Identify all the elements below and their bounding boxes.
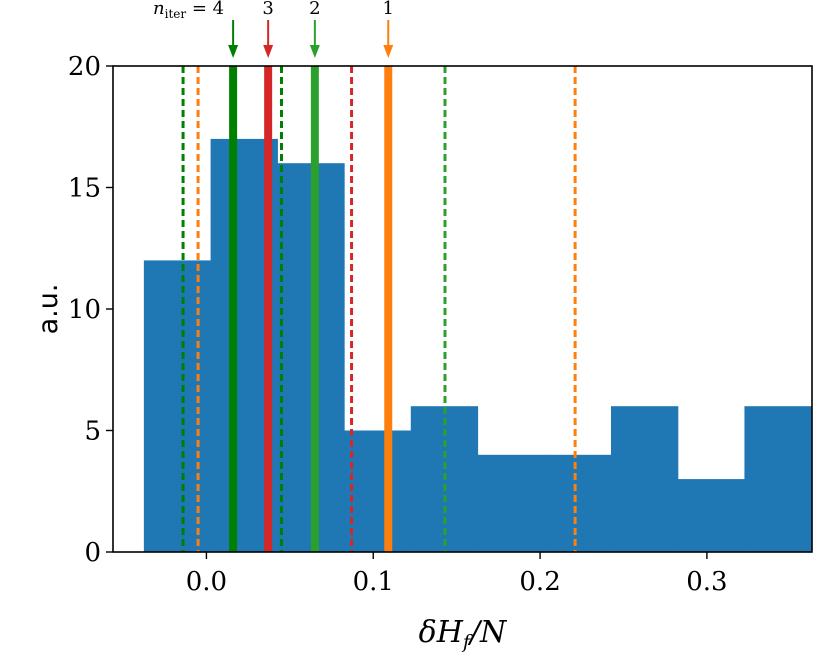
x-axis-label: δHf/N <box>419 615 508 653</box>
histogram-bar-9 <box>677 479 746 552</box>
x-tick-label-2: 0.1 <box>353 567 394 597</box>
histogram-bar-6 <box>477 454 545 552</box>
iteration-4-label: 1 <box>383 0 394 19</box>
y-tick-label-3: 10 <box>68 295 101 325</box>
histogram-bar-7 <box>544 454 612 552</box>
y-tick-label-1: 0 <box>84 538 101 568</box>
y-tick-label-2: 5 <box>84 417 101 447</box>
x-tick-label-4: 0.3 <box>686 567 727 597</box>
iteration-1-label: niter = 4 <box>153 0 224 21</box>
iteration-3-arrow-head <box>309 45 320 58</box>
y-axis-label: a.u. <box>33 284 64 335</box>
histogram-bars <box>143 138 812 552</box>
iteration-2-arrow-head <box>263 45 274 58</box>
iteration-lines <box>181 66 577 552</box>
iteration-4-arrow-head <box>383 45 394 58</box>
x-tick-label-1: 0.0 <box>186 567 227 597</box>
histogram-bar-1 <box>143 260 212 552</box>
x-tick-label-3: 0.2 <box>519 567 560 597</box>
x-axis-ticks: 0.0 0.1 0.2 0.3 <box>186 552 728 597</box>
iteration-arrows: niter = 4 3 2 1 <box>153 0 394 58</box>
histogram-bar-8 <box>610 406 679 552</box>
histogram-bar-10 <box>744 406 812 552</box>
iteration-3-label: 2 <box>309 0 320 19</box>
y-tick-label-4: 15 <box>68 174 101 204</box>
y-axis-ticks: 0 5 10 15 20 <box>68 52 113 568</box>
y-tick-label-5: 20 <box>68 52 101 82</box>
iteration-1-arrow-head <box>228 45 239 58</box>
iteration-2-label: 3 <box>262 0 273 19</box>
histogram-bar-4 <box>344 430 412 552</box>
